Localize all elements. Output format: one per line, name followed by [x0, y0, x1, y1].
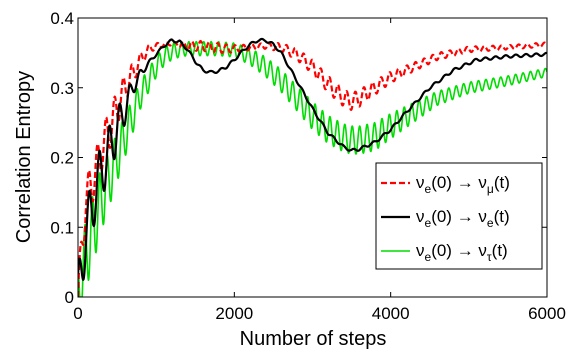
y-axis-label: Correlation Entropy — [13, 71, 35, 243]
ticks-layer: 0 2000 4000 6000 0 0.1 0.2 0.3 0.4 — [50, 9, 566, 323]
legend: νe(0) → νμ(t) νe(0) → νe(t) νe(0) → ντ(t) — [375, 162, 543, 270]
series-layer — [78, 37, 547, 297]
series-line-1 — [78, 37, 547, 281]
x-tick-label: 2000 — [215, 304, 253, 323]
x-tick-label: 4000 — [372, 304, 410, 323]
legend-label-2: νe(0) → ντ(t) — [416, 241, 508, 264]
x-tick-label: 6000 — [528, 304, 566, 323]
y-tick-label: 0 — [65, 288, 74, 307]
y-tick-label: 0.3 — [50, 79, 74, 98]
y-tick-label: 0.1 — [50, 218, 74, 237]
series-line-2 — [78, 40, 547, 297]
y-tick-label: 0.2 — [50, 149, 74, 168]
series-line-0 — [78, 39, 547, 297]
x-tick-label: 0 — [73, 304, 82, 323]
legend-label-0: νe(0) → νμ(t) — [416, 173, 510, 196]
x-axis-label: Number of steps — [240, 328, 387, 350]
y-tick-label: 0.4 — [50, 9, 74, 28]
legend-label-1: νe(0) → νe(t) — [416, 207, 510, 230]
